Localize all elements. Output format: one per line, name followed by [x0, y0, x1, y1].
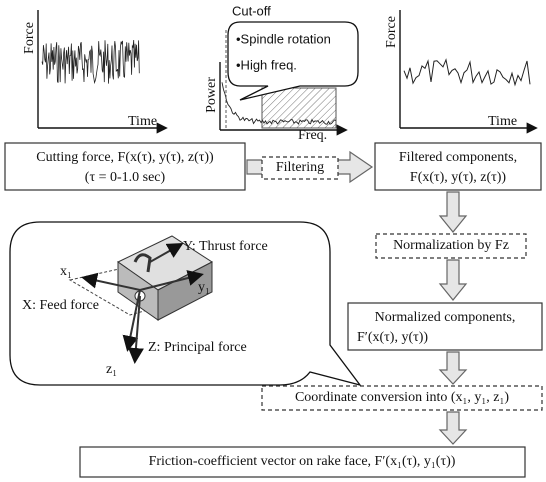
arrow: [440, 260, 466, 300]
node-text: (τ = 0-1.0 sec): [85, 170, 166, 185]
spectrum-plot: Cut-off •Spindle rotation •High freq. Po…: [204, 3, 358, 143]
axis-label: y₁: [198, 280, 210, 295]
arrow: [440, 352, 466, 384]
node-text: Cutting force, F(x(τ), y(τ), z(τ)): [36, 150, 214, 165]
y-label: Force: [22, 22, 37, 54]
node-text: Normalized components,: [375, 310, 516, 325]
filtered-plot: Force Time: [384, 10, 535, 129]
node-text: Normalization by Fz: [393, 238, 509, 253]
x-label: Freq.: [298, 128, 327, 143]
x-label: Time: [488, 114, 517, 129]
node-text: Coordinate conversion into (x₁, y₁, z₁): [295, 390, 509, 405]
axis-label: Z: Principal force: [148, 340, 247, 355]
raw-plot: Force Time: [22, 10, 165, 129]
axis-label: z₁: [106, 362, 117, 377]
axis-label: X: Feed force: [22, 298, 99, 313]
node-text: Filtering: [276, 160, 324, 175]
node-text: Filtered components,: [399, 150, 517, 165]
note: •High freq.: [236, 57, 297, 72]
arrow: [440, 192, 466, 232]
node-text: F′(x(τ), y(τ)): [357, 330, 428, 345]
y-label: Power: [204, 77, 219, 113]
y-label: Force: [384, 16, 399, 48]
x-label: Time: [128, 114, 157, 129]
node-text: F(x(τ), y(τ), z(τ)): [410, 170, 507, 185]
note: •Spindle rotation: [236, 31, 331, 46]
signal: [42, 40, 139, 84]
arrow: [440, 412, 466, 444]
cutoff-label: Cut-off: [232, 3, 271, 18]
signal: [404, 60, 530, 85]
axis-label: x₁: [60, 264, 72, 279]
axis-label: Y: Thrust force: [183, 239, 268, 254]
diagram: Force Time Cut-off •Spindle rotation •Hi…: [0, 0, 546, 482]
node-text: Friction-coefficient vector on rake face…: [149, 454, 456, 469]
